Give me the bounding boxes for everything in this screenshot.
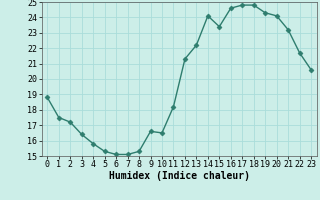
X-axis label: Humidex (Indice chaleur): Humidex (Indice chaleur) (109, 171, 250, 181)
